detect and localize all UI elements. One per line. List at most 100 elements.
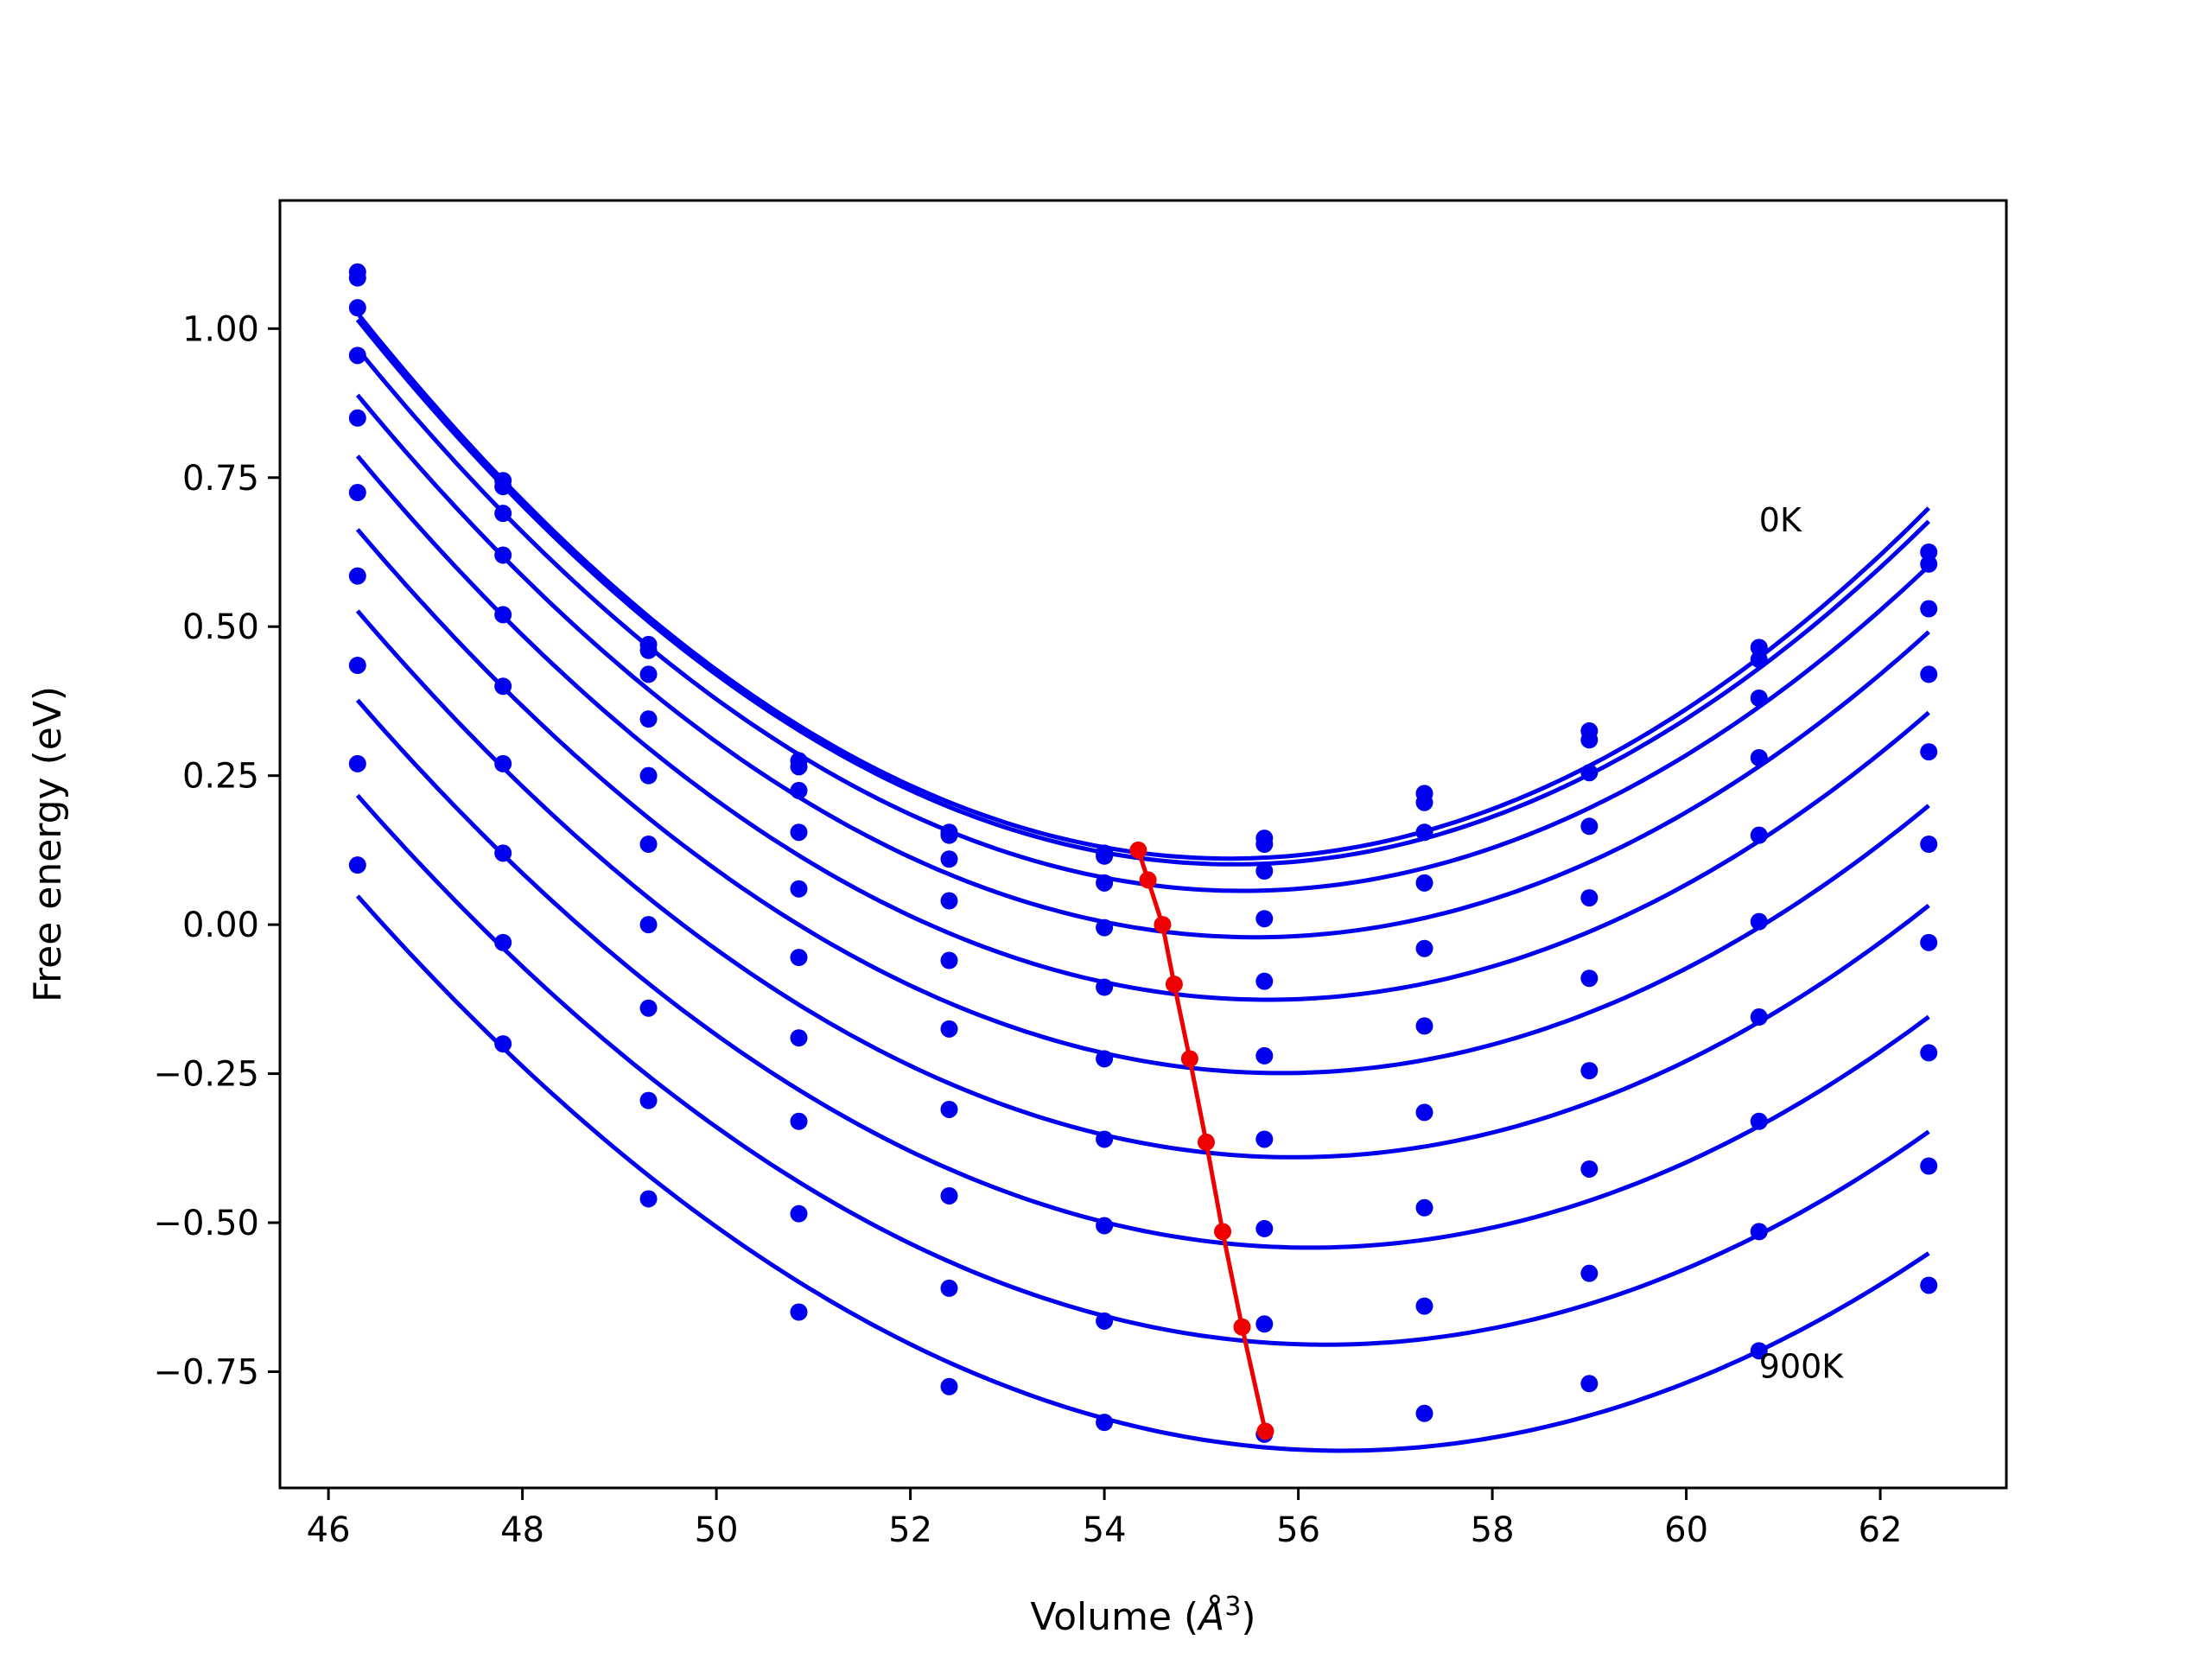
- minimum-point: [1165, 976, 1183, 994]
- data-point: [1920, 543, 1938, 561]
- x-axis-label-exponent: 3: [1224, 1592, 1241, 1622]
- data-point: [1580, 1264, 1599, 1282]
- x-axis-label-symbol: Å: [1196, 1593, 1224, 1639]
- data-point: [494, 844, 512, 862]
- y-tick-label: 0.75: [182, 459, 259, 499]
- data-point: [639, 710, 658, 728]
- data-point: [1750, 651, 1768, 669]
- data-point: [1580, 731, 1599, 749]
- minimum-point: [1214, 1223, 1232, 1241]
- data-point: [1750, 826, 1768, 844]
- data-point: [1415, 874, 1433, 892]
- data-point: [1920, 836, 1938, 853]
- data-point: [1580, 817, 1599, 836]
- data-point: [348, 484, 366, 502]
- minimum-point: [1154, 916, 1172, 934]
- data-point: [940, 1020, 958, 1038]
- data-point: [1415, 939, 1433, 957]
- data-point: [1255, 1130, 1274, 1148]
- data-point: [1920, 600, 1938, 618]
- data-point: [790, 781, 808, 799]
- data-point: [639, 916, 658, 934]
- annotation-900k: 900K: [1759, 1348, 1845, 1386]
- data-point: [494, 546, 512, 564]
- x-tick-label: 54: [1083, 1510, 1127, 1550]
- fit-curve-7: [355, 698, 1930, 1250]
- fit-curve-5: [355, 528, 1930, 1076]
- y-tick-label: 0.25: [182, 757, 259, 797]
- minimum-point: [1139, 871, 1157, 889]
- data-point: [1096, 1312, 1114, 1330]
- data-point: [1415, 793, 1433, 811]
- data-point: [348, 856, 366, 874]
- data-point: [1750, 689, 1768, 707]
- data-point: [1920, 933, 1938, 951]
- x-tick-label: 52: [888, 1510, 932, 1550]
- data-point: [940, 1186, 958, 1205]
- y-tick-label: 0.00: [182, 906, 259, 945]
- data-point: [639, 641, 658, 659]
- data-point: [1580, 1160, 1599, 1178]
- data-point: [1920, 1044, 1938, 1062]
- data-point: [1580, 764, 1599, 782]
- data-point: [348, 754, 366, 772]
- data-point: [1096, 1050, 1114, 1068]
- minimum-point: [1233, 1318, 1251, 1336]
- data-point: [790, 1303, 808, 1321]
- data-point: [1580, 969, 1599, 988]
- data-point: [1096, 1414, 1114, 1432]
- data-point: [1255, 910, 1274, 928]
- data-point: [1750, 639, 1768, 657]
- y-tick-label: −0.75: [153, 1352, 259, 1392]
- data-point: [1580, 1062, 1599, 1080]
- data-point: [1415, 1103, 1433, 1122]
- data-point: [940, 1279, 958, 1297]
- data-point: [1750, 1008, 1768, 1027]
- x-tick-label: 58: [1471, 1510, 1515, 1550]
- data-point: [940, 892, 958, 910]
- x-tick-label: 46: [307, 1510, 351, 1550]
- data-point: [348, 269, 366, 287]
- minimum-line-layer: [1129, 841, 1274, 1440]
- data-point: [1920, 555, 1938, 573]
- x-tick-label: 48: [500, 1510, 544, 1550]
- y-tick-label: −0.50: [153, 1204, 259, 1243]
- data-point: [639, 1091, 658, 1109]
- data-point: [790, 949, 808, 967]
- y-tick-label: −0.25: [153, 1055, 259, 1095]
- data-point: [494, 933, 512, 951]
- data-point: [940, 826, 958, 844]
- curves-layer: [355, 312, 1930, 1453]
- minimum-point: [1197, 1133, 1215, 1151]
- data-point: [1415, 1404, 1433, 1422]
- data-point: [1255, 1046, 1274, 1065]
- minimum-point: [1180, 1050, 1198, 1068]
- points-layer: [348, 263, 1938, 1443]
- annotation-0k: 0K: [1759, 501, 1802, 539]
- y-tick-label: 0.50: [182, 607, 259, 647]
- data-point: [1096, 847, 1114, 865]
- data-point: [1096, 874, 1114, 892]
- data-point: [790, 1029, 808, 1047]
- data-point: [1255, 836, 1274, 853]
- data-point: [940, 1100, 958, 1118]
- data-point: [1750, 1112, 1768, 1130]
- x-tick-label: 62: [1859, 1510, 1903, 1550]
- data-point: [639, 1190, 658, 1208]
- data-point: [1415, 823, 1433, 842]
- data-point: [790, 1112, 808, 1130]
- data-point: [1096, 978, 1114, 996]
- data-point: [1920, 665, 1938, 683]
- data-point: [1415, 1198, 1433, 1217]
- data-point: [639, 665, 658, 683]
- data-point: [494, 505, 512, 523]
- data-point: [348, 346, 366, 365]
- data-point: [639, 766, 658, 785]
- data-point: [1415, 1297, 1433, 1315]
- data-point: [790, 1205, 808, 1223]
- y-axis-label: Free energy (eV): [26, 686, 70, 1002]
- data-point: [1920, 743, 1938, 761]
- data-point: [1255, 972, 1274, 990]
- fit-curve-9: [355, 894, 1930, 1453]
